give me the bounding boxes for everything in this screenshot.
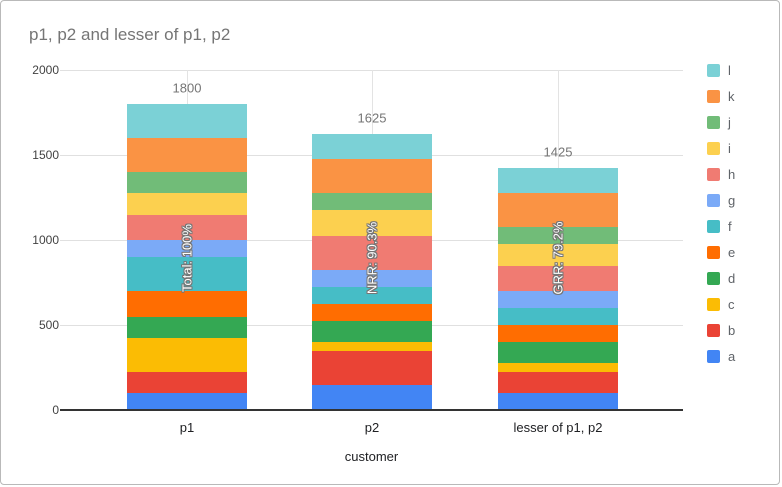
bar-segment-lesser-of-p1-p2-i[interactable] (498, 244, 618, 266)
legend-label: e (728, 245, 736, 260)
legend-label: i (728, 141, 731, 156)
legend-swatch-icon (707, 142, 720, 155)
bar-segment-p2-f[interactable] (312, 286, 432, 304)
legend-swatch-icon (707, 324, 720, 337)
legend-label: f (728, 219, 732, 234)
x-category-label: p1 (179, 420, 195, 435)
bar-segment-lesser-of-p1-p2-h[interactable] (498, 265, 618, 291)
bar-annotation: Total: 100% (179, 224, 195, 292)
bar-segment-p1-l[interactable] (127, 104, 247, 138)
bar-segment-p2-j[interactable] (312, 193, 432, 211)
bar-segment-lesser-of-p1-p2-a[interactable] (498, 393, 618, 410)
bar-segment-p2-d[interactable] (312, 320, 432, 342)
legend-label: a (728, 349, 736, 364)
bar-segment-lesser-of-p1-p2-c[interactable] (498, 363, 618, 372)
bar-annotation: GRR: 79.2% (550, 221, 566, 295)
legend-swatch-icon (707, 64, 720, 77)
bar-segment-p1-b[interactable] (127, 371, 247, 393)
bar-segment-lesser-of-p1-p2-j[interactable] (498, 227, 618, 245)
bar-segment-p2-b[interactable] (312, 350, 432, 385)
bar-segment-p1-f[interactable] (127, 257, 247, 291)
x-axis-title: customer (344, 449, 399, 464)
total-label: 1800 (172, 80, 202, 96)
legend-label: b (728, 323, 736, 338)
bar-segment-lesser-of-p1-p2-k[interactable] (498, 193, 618, 228)
bar-segment-lesser-of-p1-p2-b[interactable] (498, 371, 618, 393)
legend-swatch-icon (707, 272, 720, 285)
bar-segment-p1-c[interactable] (127, 337, 247, 372)
bar-segment-p2-i[interactable] (312, 210, 432, 236)
y-tick-label: 0 (52, 403, 59, 417)
x-category-label: lesser of p1, p2 (513, 420, 603, 435)
legend-swatch-icon (707, 168, 720, 181)
legend-label: k (728, 89, 735, 104)
y-tick-label: 1500 (32, 148, 59, 162)
bar-segment-p1-a[interactable] (127, 393, 247, 410)
legend-swatch-icon (707, 350, 720, 363)
bar-segment-p2-h[interactable] (312, 235, 432, 270)
legend-label: h (728, 167, 736, 182)
y-tick-label: 500 (38, 318, 59, 332)
legend-label: g (728, 193, 736, 208)
bar-segment-p1-g[interactable] (127, 240, 247, 257)
legend-swatch-icon (707, 194, 720, 207)
bar-segment-p2-c[interactable] (312, 342, 432, 351)
legend-swatch-icon (707, 116, 720, 129)
legend-swatch-icon (707, 220, 720, 233)
legend-label: c (728, 297, 735, 312)
total-label: 1425 (543, 144, 573, 160)
x-category-label: p2 (364, 420, 380, 435)
bar-segment-p2-e[interactable] (312, 303, 432, 321)
bar-segment-p2-a[interactable] (312, 384, 432, 410)
bar-segment-p2-k[interactable] (312, 159, 432, 194)
bar-segment-p1-i[interactable] (127, 193, 247, 215)
y-tick-label: 1000 (32, 233, 59, 247)
bar-segment-p2-l[interactable] (312, 133, 432, 160)
bar-segment-lesser-of-p1-p2-e[interactable] (498, 325, 618, 342)
bar-segment-p1-k[interactable] (127, 138, 247, 172)
legend-label: d (728, 271, 736, 286)
legend-label: j (728, 115, 731, 130)
legend-label: l (728, 63, 731, 78)
legend-swatch-icon (707, 246, 720, 259)
legend-swatch-icon (707, 298, 720, 311)
x-axis-line (60, 409, 683, 411)
y-gridline (60, 70, 683, 71)
bar-segment-lesser-of-p1-p2-g[interactable] (498, 291, 618, 308)
bar-segment-p1-j[interactable] (127, 172, 247, 194)
y-tick-label: 2000 (32, 63, 59, 77)
legend-swatch-icon (707, 90, 720, 103)
bar-segment-p1-h[interactable] (127, 214, 247, 240)
bar-segment-p1-e[interactable] (127, 291, 247, 317)
total-label: 1625 (357, 110, 387, 126)
bar-segment-p2-g[interactable] (312, 269, 432, 287)
bar-segment-lesser-of-p1-p2-d[interactable] (498, 342, 618, 364)
bar-annotation: NRR: 90.3% (364, 221, 380, 295)
chart-title: p1, p2 and lesser of p1, p2 (29, 25, 231, 44)
bar-segment-p1-d[interactable] (127, 316, 247, 338)
bar-segment-lesser-of-p1-p2-f[interactable] (498, 308, 618, 325)
bar-segment-lesser-of-p1-p2-l[interactable] (498, 167, 618, 194)
